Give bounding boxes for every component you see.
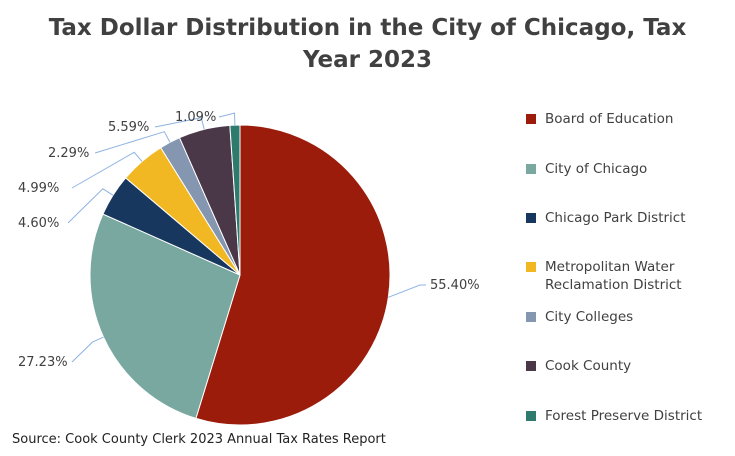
- legend-swatch-chicago-park-district: [526, 213, 536, 223]
- data-label: 5.59%: [108, 120, 149, 135]
- legend-label-board-of-education: Board of Education: [545, 111, 674, 127]
- legend-label-cook-county: Cook County: [545, 358, 632, 374]
- data-label: 4.99%: [18, 181, 59, 196]
- leader-line: [67, 188, 114, 224]
- legend-label-chicago-park-district: Chicago Park District: [545, 210, 686, 226]
- legend-label-forest-preserve-district: Forest Preserve District: [545, 408, 703, 424]
- leader-line: [71, 336, 104, 363]
- legend-swatch-metropolitan-water-reclamation-district: [526, 262, 536, 272]
- legend-label-city-colleges: City Colleges: [545, 309, 634, 325]
- pie-slice-board-of-education: [195, 124, 391, 426]
- leader-line: [71, 151, 143, 189]
- chart-title: Tax Dollar Distribution in the City of C…: [0, 12, 735, 76]
- legend-swatch-forest-preserve-district: [526, 411, 536, 421]
- chart-title-line-1: Tax Dollar Distribution in the City of C…: [48, 15, 687, 41]
- leader-line: [388, 284, 426, 298]
- leader-line: [154, 117, 205, 130]
- data-label: 27.23%: [18, 355, 68, 370]
- data-label: 55.40%: [430, 278, 480, 293]
- legend-swatch-cook-county: [526, 361, 536, 371]
- leader-line: [94, 131, 171, 154]
- data-label: 2.29%: [48, 146, 89, 161]
- data-label: 1.09%: [175, 110, 216, 125]
- source-note: Source: Cook County Clerk 2023 Annual Ta…: [12, 432, 386, 447]
- legend-label-metropolitan-water-reclamation-district: Metropolitan Water Reclamation District: [545, 259, 682, 293]
- legend-item-cook-county: Cook County: [526, 357, 731, 375]
- chart-title-line-2: Year 2023: [302, 47, 433, 73]
- legend-item-chicago-park-district: Chicago Park District: [526, 209, 731, 227]
- legend-swatch-board-of-education: [526, 114, 536, 124]
- pie-slice-city-of-chicago: [89, 213, 241, 419]
- legend-item-city-colleges: City Colleges: [526, 308, 731, 326]
- legend-swatch-city-of-chicago: [526, 164, 536, 174]
- legend-item-city-of-chicago: City of Chicago: [526, 160, 731, 178]
- data-label: 4.60%: [18, 216, 59, 231]
- legend-swatch-city-colleges: [526, 312, 536, 322]
- legend-item-metropolitan-water-reclamation-district: Metropolitan Water Reclamation District: [526, 258, 731, 294]
- legend-label-city-of-chicago: City of Chicago: [545, 161, 648, 177]
- legend-item-forest-preserve-district: Forest Preserve District: [526, 407, 731, 425]
- legend-item-board-of-education: Board of Education: [526, 110, 731, 128]
- leader-line: [218, 112, 236, 126]
